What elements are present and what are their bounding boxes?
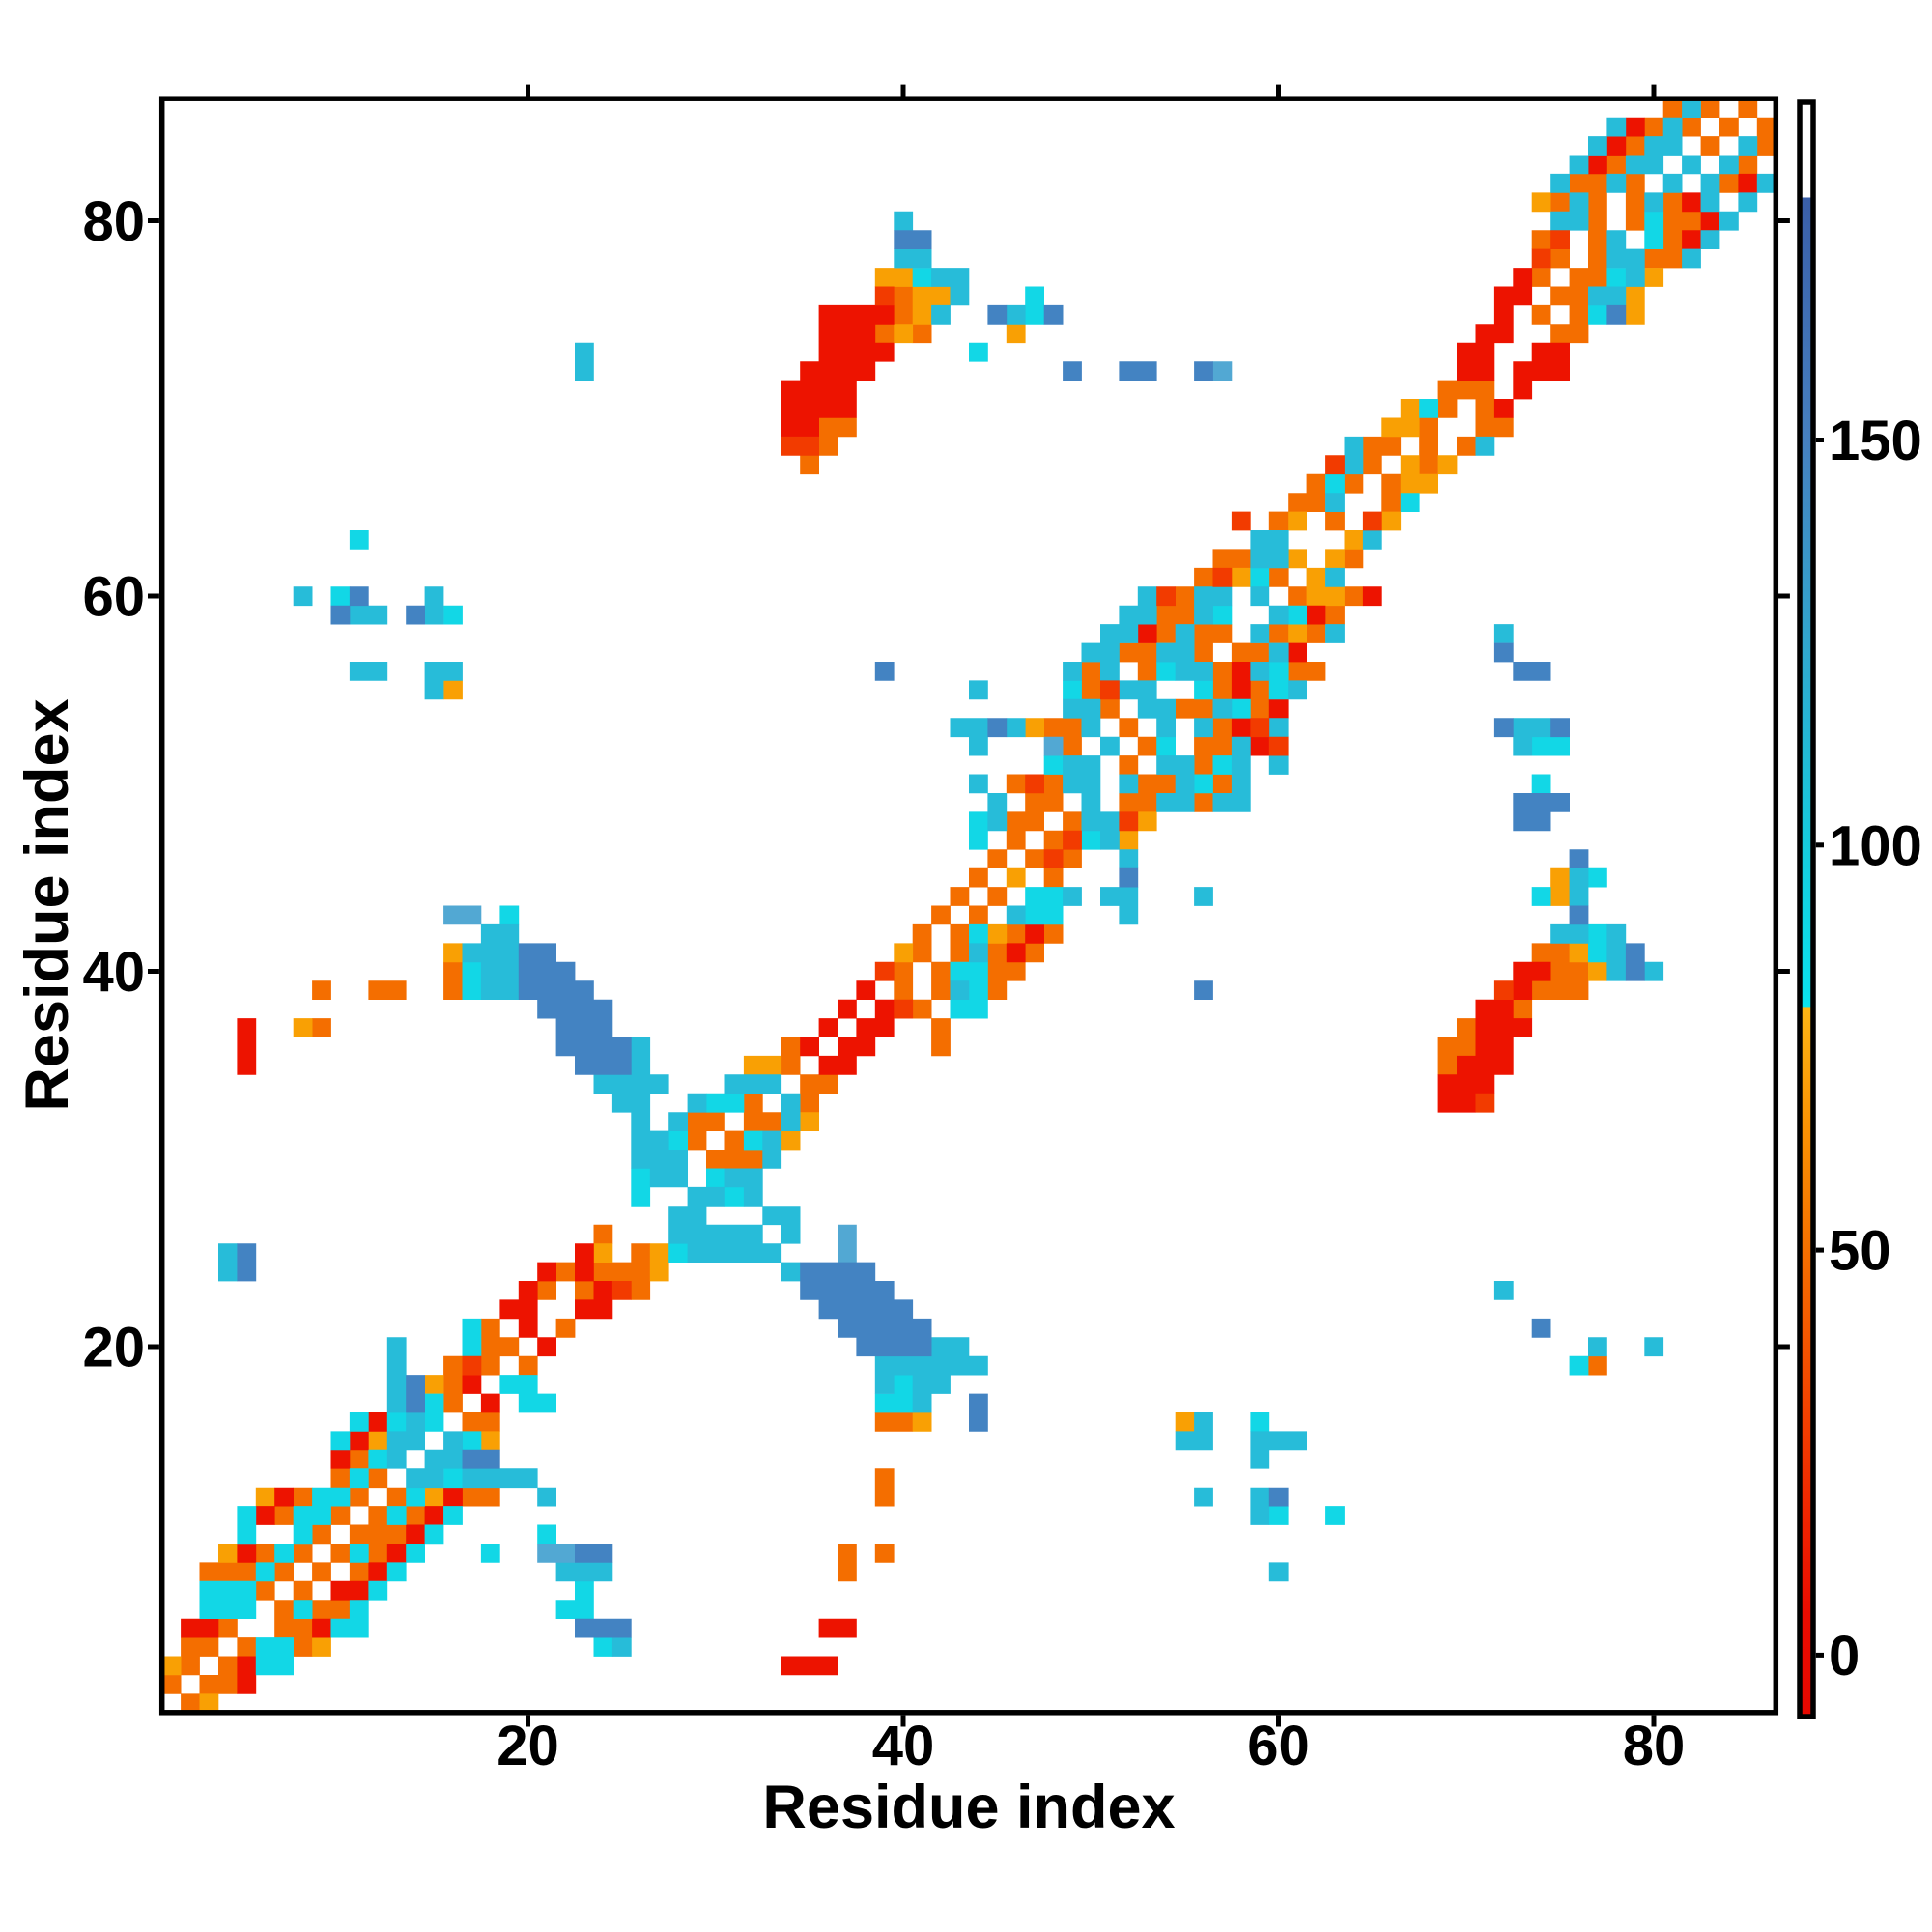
svg-text:40: 40	[872, 1715, 935, 1777]
svg-text:60: 60	[1247, 1715, 1310, 1777]
svg-text:20: 20	[497, 1715, 559, 1777]
svg-text:80: 80	[1623, 1715, 1686, 1777]
svg-text:Residue index: Residue index	[762, 1774, 1175, 1841]
svg-text:0: 0	[1829, 1625, 1860, 1688]
svg-text:50: 50	[1829, 1220, 1891, 1283]
svg-text:100: 100	[1829, 814, 1922, 877]
svg-text:40: 40	[82, 941, 145, 1004]
svg-text:20: 20	[82, 1317, 145, 1379]
svg-text:150: 150	[1829, 410, 1922, 472]
svg-text:Residue index: Residue index	[14, 698, 81, 1111]
svg-text:60: 60	[82, 566, 145, 629]
svg-text:80: 80	[82, 190, 145, 253]
